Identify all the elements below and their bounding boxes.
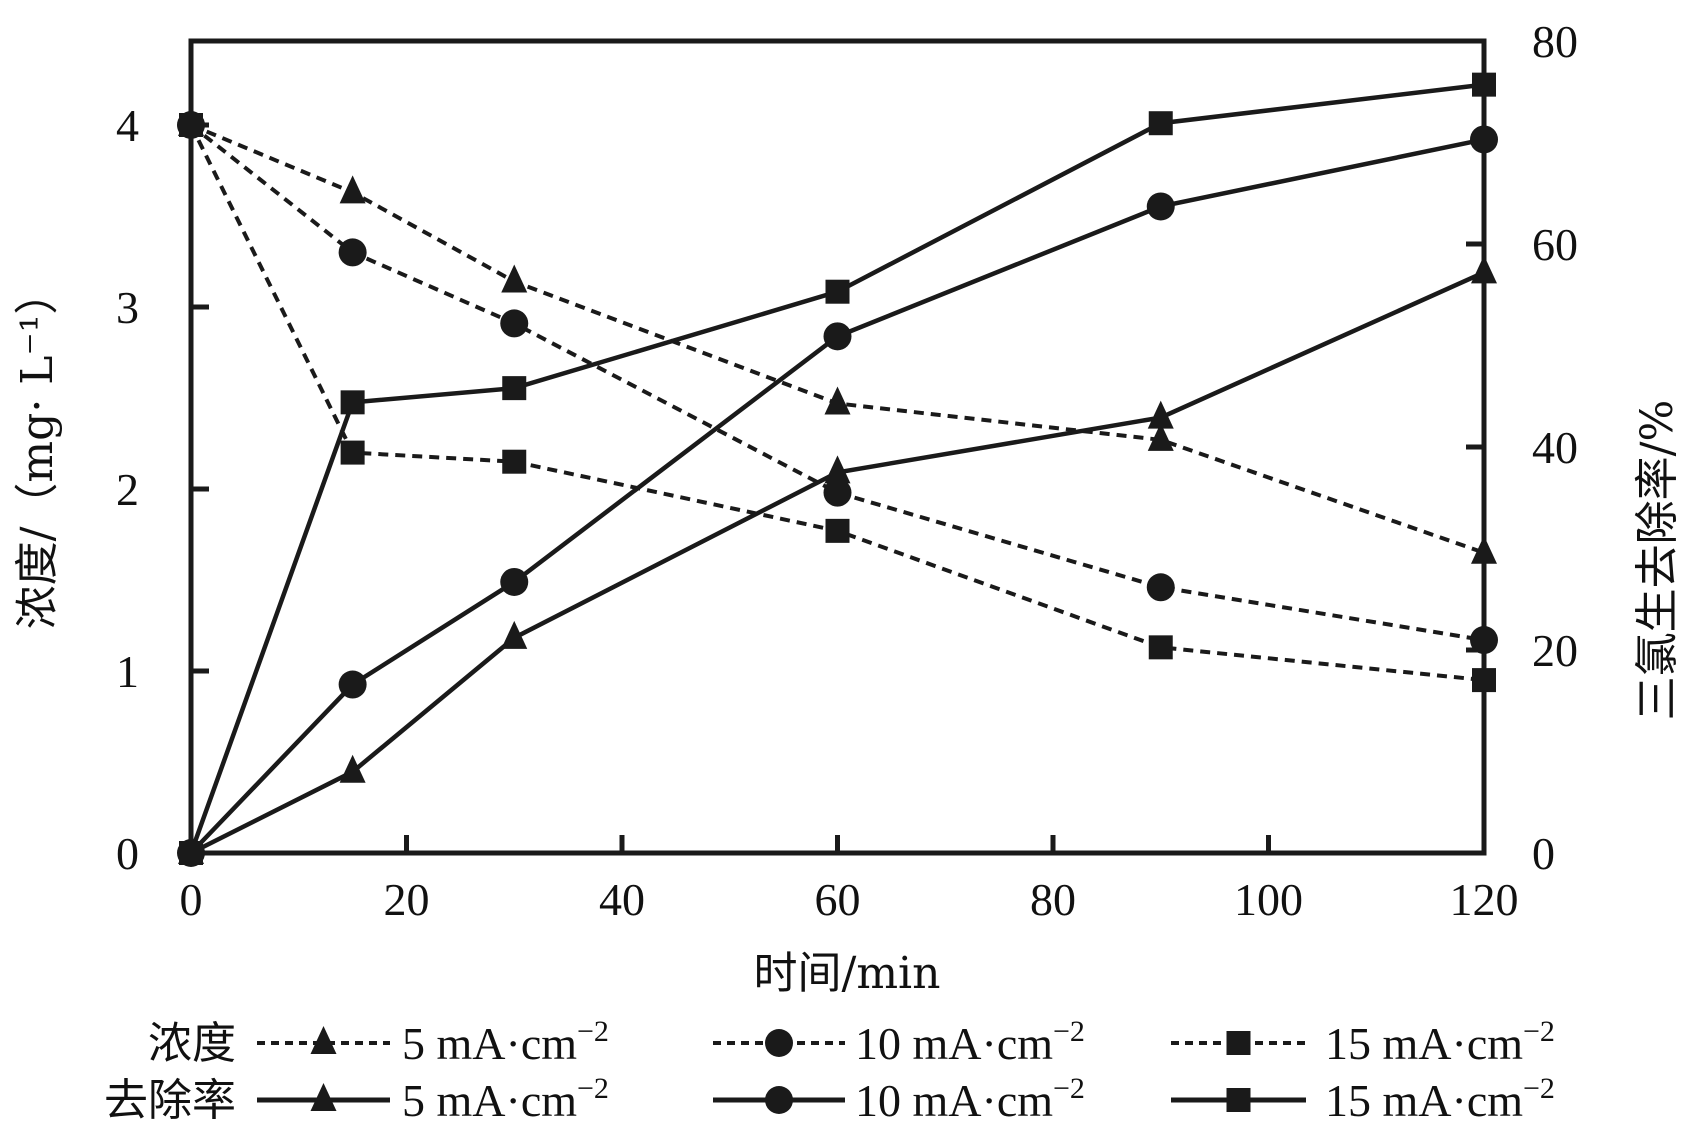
x-tick-label: 100	[1234, 874, 1303, 925]
data-point-circle	[500, 309, 529, 338]
legend-item-concentration-triangle: 5 mA·cm−2	[257, 1015, 609, 1069]
data-point-triangle	[824, 386, 851, 415]
y-right-tick-label: 20	[1532, 625, 1578, 676]
data-point-triangle	[501, 264, 528, 293]
y-left-tick-label: 0	[116, 828, 139, 879]
data-point-triangle	[1147, 422, 1174, 451]
x-axis-title: 时间/min	[754, 948, 941, 999]
data-point-square	[340, 390, 365, 415]
series-line	[189, 137, 1485, 855]
legend-item-removal-circle: 10 mA·cm−2	[713, 1072, 1085, 1126]
legend-label-exponent: −2	[1053, 1072, 1085, 1105]
x-tick-label: 40	[599, 874, 645, 925]
legend-label: 10 mA·cm−2	[855, 1015, 1085, 1069]
data-point-square	[502, 376, 527, 401]
y-left-tick-label: 4	[116, 100, 139, 151]
data-point-triangle	[1471, 255, 1497, 284]
x-tick-label: 80	[1030, 874, 1076, 925]
data-point-square	[1148, 111, 1173, 136]
legend-item-concentration-square: 15 mA·cm−2	[1171, 1015, 1555, 1069]
data-point-circle	[338, 238, 367, 267]
legend-marker-circle	[765, 1029, 793, 1057]
data-point-square	[825, 518, 850, 543]
series-line	[188, 82, 1485, 854]
data-point-square	[1472, 72, 1496, 97]
data-point-circle	[1146, 573, 1175, 602]
legend-label: 15 mA·cm−2	[1325, 1072, 1555, 1126]
legend-label-exponent: −2	[577, 1072, 609, 1105]
data-point-circle	[823, 478, 852, 507]
legend-row-label-concentration: 浓度	[148, 1018, 236, 1069]
data-point-square	[1472, 668, 1496, 693]
data-point-triangle	[824, 455, 851, 484]
legend-label: 5 mA·cm−2	[402, 1015, 609, 1069]
series-concentration-square	[179, 113, 1496, 693]
y-right-tick-label: 60	[1532, 219, 1578, 270]
legend-row-label-removal: 去除率	[104, 1075, 236, 1126]
data-point-square	[179, 113, 203, 137]
data-point-square	[179, 841, 203, 865]
series-line	[190, 123, 1485, 555]
series-removal-triangle	[178, 255, 1497, 864]
x-tick-label: 120	[1450, 874, 1519, 925]
data-point-triangle	[339, 175, 366, 204]
legend-item-removal-triangle: 5 mA·cm−2	[257, 1072, 609, 1126]
series-removal-square	[179, 72, 1496, 865]
x-tick-label: 60	[815, 874, 861, 925]
legend-label-exponent: −2	[1523, 1072, 1555, 1105]
data-point-circle	[823, 322, 852, 351]
y-left-tick-label: 2	[116, 464, 139, 515]
y-left-tick-label: 1	[116, 646, 139, 697]
plot-frame	[188, 38, 1487, 856]
legend-marker-circle	[765, 1086, 793, 1114]
y-right-tick-label: 40	[1532, 422, 1578, 473]
series-line	[189, 123, 1485, 643]
x-axis-ticks: 0 20 40 60 80 100 120	[180, 835, 1519, 925]
legend-label-exponent: −2	[1523, 1015, 1555, 1048]
data-point-triangle	[1471, 535, 1497, 564]
series-line	[189, 270, 1485, 856]
data-point-square	[502, 449, 527, 474]
legend: 浓度 去除率 5 mA·cm−2 10 mA·cm−2 15 mA·cm−2 5 mA…	[104, 1015, 1555, 1126]
legend-marker-triangle	[310, 1026, 337, 1054]
series-concentration-circle	[177, 111, 1498, 655]
x-tick-label: 20	[384, 874, 430, 925]
y-left-tick-label: 3	[116, 282, 139, 333]
y-right-tick-label: 80	[1532, 16, 1578, 67]
data-point-circle	[338, 670, 367, 699]
data-point-triangle	[501, 620, 528, 649]
y-right-tick-label: 0	[1532, 828, 1555, 879]
legend-label-exponent: −2	[1053, 1015, 1085, 1048]
legend-item-removal-square: 15 mA·cm−2	[1171, 1072, 1555, 1126]
data-point-triangle	[339, 754, 366, 783]
legend-marker-triangle	[310, 1083, 337, 1111]
y-left-axis-title: 浓度/（mg· L⁻¹）	[12, 271, 63, 630]
legend-label: 10 mA·cm−2	[855, 1072, 1085, 1126]
data-point-square	[825, 279, 850, 304]
legend-label: 15 mA·cm−2	[1325, 1015, 1555, 1069]
y-left-axis-ticks: 0 1 2 3 4	[116, 100, 209, 879]
data-point-square	[1148, 635, 1173, 660]
legend-item-concentration-circle: 10 mA·cm−2	[713, 1015, 1085, 1069]
data-point-circle	[500, 567, 529, 596]
plot-border	[188, 38, 1487, 856]
legend-marker-square	[1226, 1088, 1251, 1112]
data-point-circle	[1146, 192, 1175, 221]
data-point-triangle	[1147, 400, 1174, 429]
legend-label: 5 mA·cm−2	[402, 1072, 609, 1126]
y-right-axis-title: 三氯生去除率/%	[1632, 400, 1683, 721]
x-tick-label: 0	[180, 874, 203, 925]
legend-marker-square	[1226, 1031, 1251, 1055]
legend-label-exponent: −2	[577, 1015, 609, 1048]
data-point-square	[340, 440, 365, 465]
data-point-circle	[1470, 125, 1498, 154]
series-layer	[177, 72, 1498, 867]
data-point-circle	[1470, 626, 1498, 655]
